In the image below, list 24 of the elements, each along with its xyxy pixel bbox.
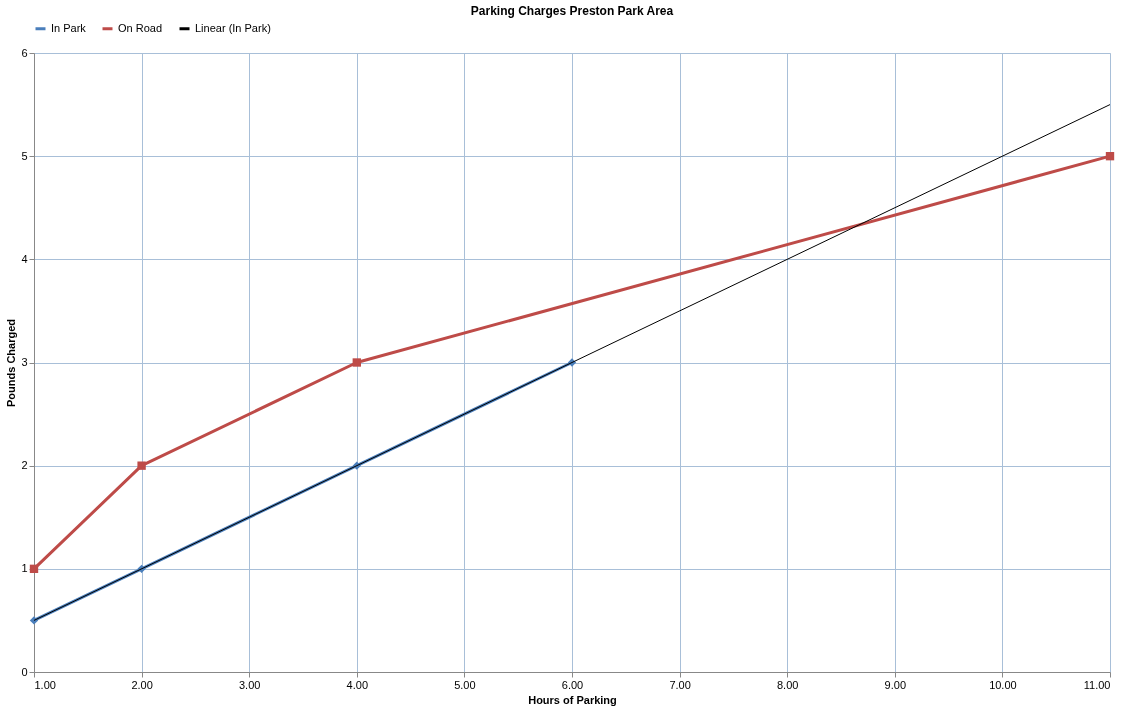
x-tick-label: 2.00 (131, 678, 153, 691)
y-tick-label: 2 (21, 459, 28, 472)
chart-title: Parking Charges Preston Park Area (470, 4, 674, 18)
x-tick-label: 1.00 (34, 678, 56, 691)
x-tick-label: 9.00 (884, 678, 907, 691)
x-tick-label: 11.00 (1083, 678, 1111, 691)
x-tick-label: 6.00 (561, 678, 584, 691)
x-tick-label: 10.00 (989, 678, 1017, 691)
y-tick-label: 0 (21, 665, 28, 678)
y-tick-label: 1 (21, 562, 28, 575)
y-axis-title: Pounds Charged (5, 318, 18, 408)
y-tick-label: 3 (21, 356, 28, 368)
x-tick-label: 7.00 (669, 678, 691, 691)
legend-label: Linear (In Park) (195, 21, 271, 34)
legend-label: On Road (118, 21, 163, 34)
y-tick-label: 4 (21, 252, 28, 265)
legend-label: In Park (51, 21, 87, 34)
x-tick-label: 4.00 (346, 678, 369, 691)
x-tick-label: 8.00 (776, 678, 799, 691)
x-axis-title: Hours of Parking (528, 693, 617, 706)
y-tick-label: 6 (21, 46, 28, 59)
x-tick-label: 5.00 (454, 678, 476, 691)
y-tick-label: 5 (21, 149, 28, 162)
x-tick-label: 3.00 (238, 678, 261, 691)
